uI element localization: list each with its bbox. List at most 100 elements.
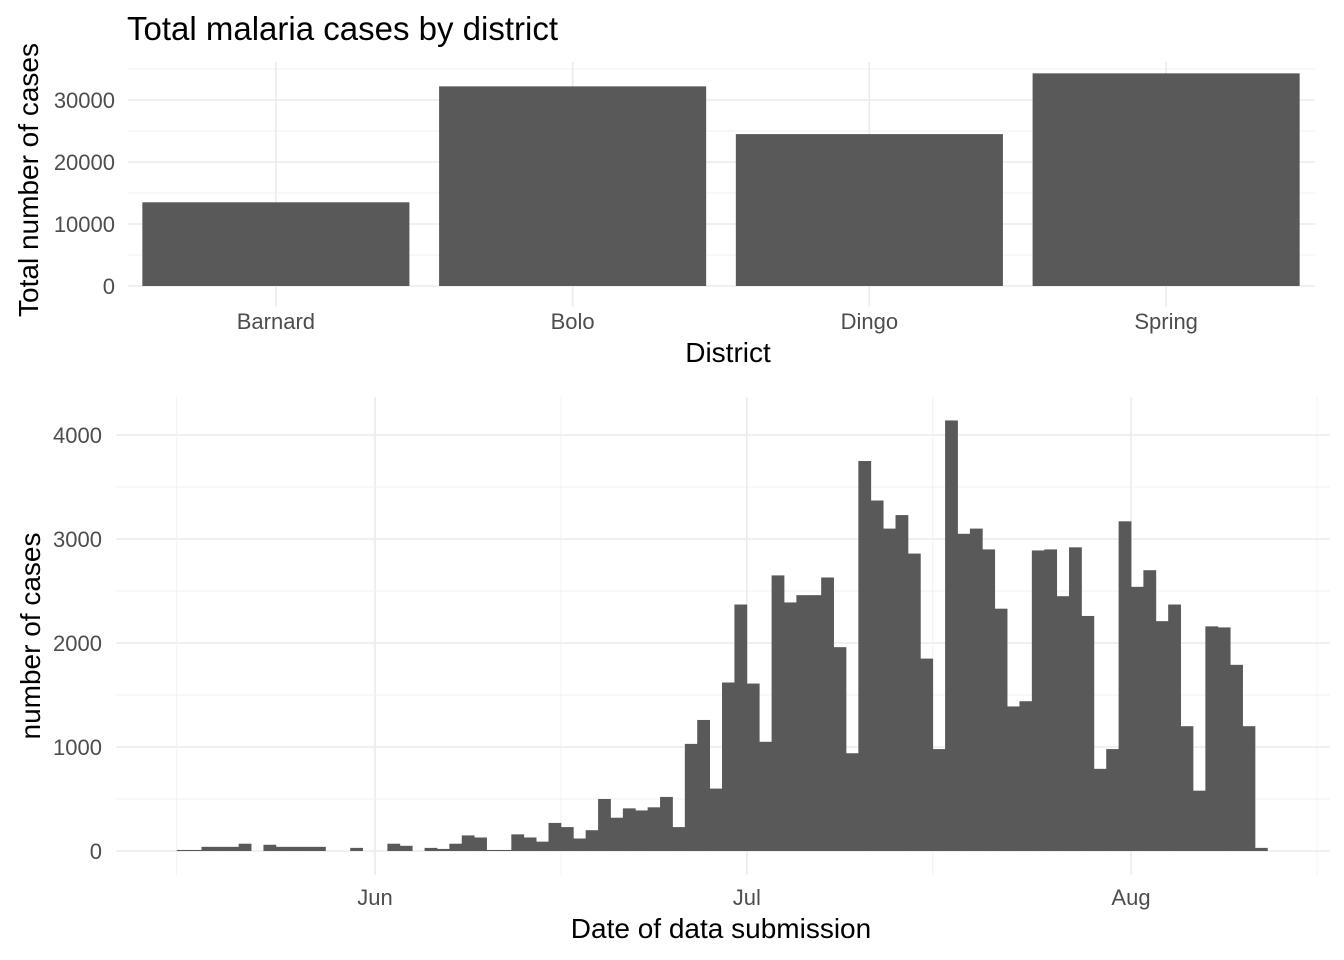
x-tick-label: Spring: [1134, 309, 1198, 334]
daily-bar: [1192, 790, 1206, 851]
y-tick-label: 3000: [53, 527, 102, 552]
daily-bar: [350, 847, 364, 851]
daily-bar: [300, 846, 314, 851]
daily-bar: [548, 822, 562, 851]
daily-bar: [1205, 626, 1219, 851]
daily-bar: [821, 577, 834, 851]
daily-bar: [474, 837, 487, 851]
daily-chart-bars: [176, 420, 1268, 851]
daily-bar: [982, 549, 996, 851]
daily-bar: [1007, 706, 1020, 851]
daily-bar: [783, 602, 797, 851]
y-tick-label: 10000: [54, 212, 115, 237]
chart-title: Total malaria cases by district: [127, 10, 558, 47]
daily-bar: [1242, 726, 1256, 851]
y-tick-label: 30000: [54, 88, 115, 113]
x-tick-label: Jul: [733, 885, 761, 910]
daily-bar: [883, 528, 896, 851]
daily-bar: [436, 848, 450, 851]
daily-bar: [697, 719, 711, 851]
daily-bar: [672, 827, 686, 851]
daily-chart-x-tick-labels: Jun Jul Aug: [357, 885, 1150, 910]
daily-bar: [1118, 521, 1132, 851]
y-tick-label: 0: [90, 839, 102, 864]
daily-bar: [461, 835, 475, 851]
daily-bar: [560, 827, 574, 851]
daily-bar: [263, 844, 277, 851]
daily-bar: [399, 845, 413, 851]
daily-bar: [1143, 570, 1157, 851]
daily-bar: [1093, 768, 1107, 851]
daily-bar: [511, 834, 525, 851]
daily-bar: [226, 846, 240, 851]
district-bar-dingo: [735, 134, 1003, 286]
district-chart-bars: [142, 73, 1300, 286]
daily-bar: [573, 838, 587, 851]
daily-bar: [610, 817, 624, 851]
daily-bar: [1031, 550, 1045, 851]
y-tick-label: 4000: [53, 423, 102, 448]
district-x-axis-title: District: [685, 337, 771, 368]
daily-bar: [585, 830, 599, 851]
district-y-axis-title: Total number of cases: [13, 43, 44, 317]
daily-bar: [1180, 726, 1194, 851]
daily-bar: [387, 843, 401, 851]
daily-bar: [486, 849, 500, 851]
daily-bar: [536, 841, 549, 851]
daily-bar: [969, 528, 983, 851]
x-tick-label: Jun: [357, 885, 392, 910]
district-bar-spring: [1032, 73, 1300, 286]
daily-bar: [771, 575, 785, 851]
daily-bar: [945, 420, 958, 851]
daily-bar: [870, 500, 884, 851]
district-bar-bolo: [439, 86, 707, 286]
y-tick-label: 0: [103, 274, 115, 299]
daily-bar: [622, 808, 636, 851]
x-tick-label: Bolo: [551, 309, 595, 334]
daily-bar: [523, 837, 537, 851]
daily-cases-histogram: 0 1000 2000 3000 4000 Jun Jul Aug Date of data…: [15, 397, 1330, 944]
daily-bar: [1230, 664, 1243, 851]
daily-bar: [858, 461, 872, 851]
daily-bar: [759, 741, 772, 851]
daily-bar: [213, 846, 227, 851]
daily-bar: [833, 647, 847, 851]
daily-bar: [635, 810, 649, 851]
daily-bar: [895, 515, 909, 851]
daily-bar: [722, 682, 735, 851]
daily-bar: [660, 796, 673, 851]
daily-bar: [647, 807, 661, 851]
daily-bar: [932, 749, 946, 851]
daily-bar: [920, 658, 934, 851]
daily-bar: [449, 843, 463, 851]
district-bar-barnard: [142, 202, 410, 286]
daily-bar: [176, 849, 190, 851]
daily-chart-y-tick-labels: 0 1000 2000 3000 4000: [53, 423, 102, 864]
daily-bar: [796, 595, 810, 851]
daily-bar: [424, 847, 438, 851]
daily-bar: [201, 846, 215, 851]
daily-bar: [1106, 749, 1120, 851]
daily-bar: [1155, 621, 1169, 851]
y-tick-label: 2000: [53, 631, 102, 656]
daily-bar: [1254, 847, 1268, 851]
daily-bar: [498, 849, 512, 851]
daily-bar: [709, 788, 723, 851]
x-tick-label: Dingo: [841, 309, 898, 334]
district-chart-y-tick-labels: 0 10000 20000 30000: [54, 88, 115, 299]
daily-bar: [734, 604, 748, 851]
daily-bar: [1069, 547, 1082, 851]
daily-bar: [1056, 596, 1070, 851]
daily-x-axis-title: Date of data submission: [571, 913, 871, 944]
daily-bar: [1081, 615, 1095, 851]
daily-bar: [288, 846, 302, 851]
daily-bar: [598, 799, 611, 851]
daily-bar: [275, 846, 289, 851]
x-tick-label: Aug: [1111, 885, 1150, 910]
y-tick-label: 20000: [54, 150, 115, 175]
daily-bar: [808, 595, 822, 851]
daily-bar: [238, 843, 252, 851]
daily-bar: [994, 608, 1008, 851]
